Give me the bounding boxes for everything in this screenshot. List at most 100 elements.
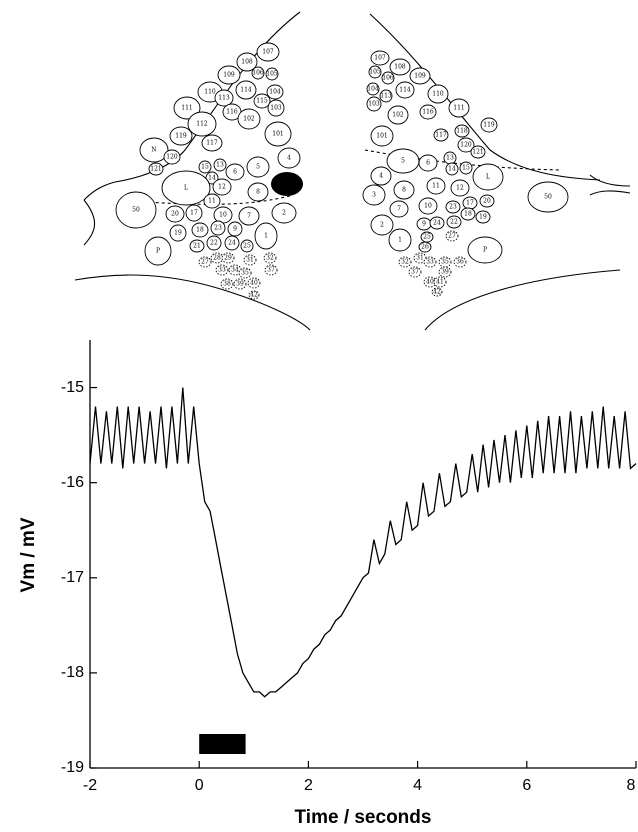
neuron (264, 264, 278, 276)
neuron-label: P (483, 247, 487, 254)
neuron-label: 2 (282, 210, 286, 217)
neuron-label: 117 (435, 132, 447, 139)
neuron-label: 42 (250, 292, 258, 299)
neuron (467, 236, 503, 264)
neuron-label: 22 (450, 219, 458, 226)
neuron-label: 108 (394, 64, 406, 71)
trace (89, 387, 637, 698)
neuron (459, 161, 473, 175)
neuron (398, 256, 412, 268)
neuron (264, 121, 292, 147)
neuron (238, 267, 252, 279)
neuron (227, 221, 243, 237)
neuron-label: 35 (441, 259, 449, 266)
neuron (450, 179, 470, 197)
neuron-label: 1 (398, 237, 402, 244)
neuron (210, 220, 226, 236)
neuron-label: 108 (241, 59, 253, 66)
neuron-label: 114 (399, 87, 411, 94)
neuron (431, 287, 443, 297)
neuron-label: 10 (424, 203, 432, 210)
neuron (148, 162, 164, 176)
neuron (445, 230, 459, 242)
neuron (237, 108, 261, 130)
neuron (165, 205, 185, 223)
neuron-label: 105 (266, 71, 278, 78)
neuron-label: 17 (466, 200, 474, 207)
y-tick-label: -15 (61, 379, 84, 396)
x-tick-label: -2 (83, 777, 97, 794)
neuron (457, 137, 475, 153)
neuron (225, 163, 245, 181)
neuron-label: 39 (441, 269, 449, 276)
neuron-label: 33 (218, 267, 226, 274)
neuron-label: 7 (247, 213, 251, 220)
neuron-label: 110 (204, 89, 216, 96)
neuron-label: 39 (236, 281, 244, 288)
neuron-label: 101 (376, 133, 387, 140)
neuron-label: 20 (483, 198, 491, 205)
neuron (479, 194, 495, 208)
neuron-label: 40 (250, 280, 258, 287)
neuron-label: 107 (374, 55, 386, 62)
neuron-label: 121 (150, 166, 161, 173)
neuron (235, 80, 257, 100)
neuron (198, 160, 212, 174)
neuron-label: 28 (213, 255, 221, 262)
neuron (387, 105, 409, 125)
neuron-label: 111 (453, 105, 464, 112)
neuron-label: 114 (240, 87, 252, 94)
neuron (423, 256, 437, 268)
y-tick-label: -16 (61, 474, 84, 491)
neuron-label: 29 (224, 255, 232, 262)
neuron-label: 35 (241, 270, 249, 277)
neuron-label: 34 (231, 267, 239, 274)
neuron-label: 6 (426, 160, 430, 167)
neuron (254, 222, 278, 250)
neuron-label: 103 (368, 101, 380, 108)
neuron (217, 65, 241, 85)
neuron-label: 15 (462, 165, 470, 172)
neuron-label: 31 (246, 257, 254, 264)
neuron-label: 11 (432, 183, 440, 190)
neuron-label: 9 (233, 226, 237, 233)
neuron-label: 105 (369, 69, 381, 76)
y-axis-label: Vm / mV (18, 517, 39, 592)
x-tick-label: 4 (413, 777, 422, 794)
neuron-label: 27 (201, 259, 209, 266)
neuron (368, 65, 382, 79)
neuron (236, 52, 258, 72)
neuron-label: 13 (446, 155, 454, 162)
neuron-label: 31 (416, 255, 424, 262)
neuron-label: 12 (218, 184, 226, 191)
x-tick-label: 0 (195, 777, 204, 794)
neuron (448, 98, 470, 118)
neuron (238, 206, 260, 226)
neuron-label: 9 (422, 221, 426, 228)
neuron-label: 40 (426, 279, 434, 286)
neuron (213, 158, 227, 172)
neuron (221, 252, 235, 264)
y-tick-label: -17 (61, 569, 84, 586)
neuron (253, 93, 271, 109)
neuron-label: 12 (456, 185, 464, 192)
neuron-label: 42 (433, 289, 441, 296)
neuron-label: 3 (372, 192, 376, 199)
neuron-label: 21 (193, 243, 201, 250)
neuron-label: 8 (256, 189, 260, 196)
neuron (445, 200, 461, 214)
neuron-label: 104 (367, 86, 379, 93)
neuron (198, 256, 212, 268)
stimulated-neuron (271, 172, 303, 196)
neuron-label: N (151, 147, 156, 154)
neuron-label: 37 (267, 267, 275, 274)
neuron-label: 104 (269, 89, 281, 96)
neuron (427, 84, 449, 104)
neuron (419, 104, 437, 120)
neuron-label: 112 (196, 121, 208, 128)
neuron-label: L (184, 185, 188, 192)
neuron-label: 120 (166, 154, 178, 161)
neuron (438, 256, 452, 268)
neuron-label: 20 (171, 211, 179, 218)
